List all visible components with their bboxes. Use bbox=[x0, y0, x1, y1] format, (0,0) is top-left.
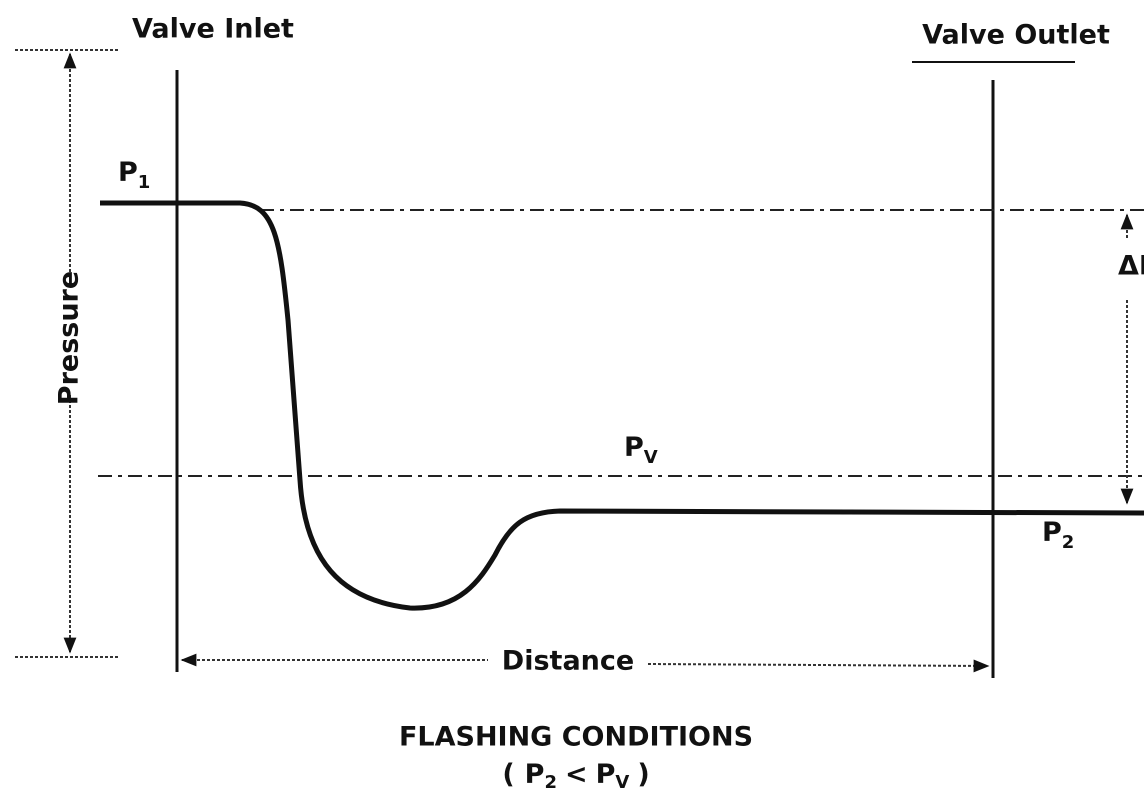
valve-outlet-label: Valve Outlet bbox=[922, 20, 1110, 51]
valve-inlet-label: Valve Inlet bbox=[132, 14, 294, 45]
caption-title: FLASHING CONDITIONS bbox=[399, 722, 753, 753]
pv-label: PV bbox=[624, 432, 658, 469]
distance-arrow-right bbox=[647, 659, 990, 673]
distance-label: Distance bbox=[502, 646, 634, 677]
p1-label: P1 bbox=[118, 157, 150, 194]
delta-p-label: ΔP bbox=[1118, 251, 1144, 282]
p2-label: P2 bbox=[1042, 517, 1074, 554]
pressure-label: Pressure bbox=[54, 271, 85, 405]
pressure-curve bbox=[100, 200, 1144, 611]
caption-condition: (P2 < PV) bbox=[502, 759, 649, 794]
